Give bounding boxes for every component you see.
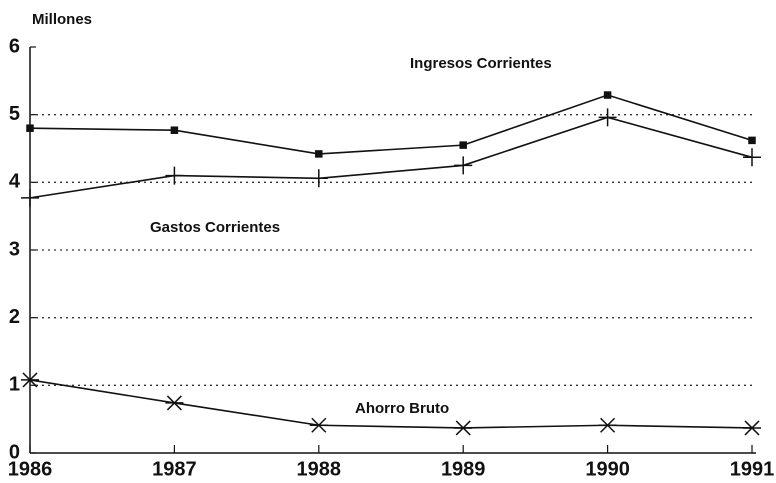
marker <box>165 395 184 411</box>
x-tick-label: 1991 <box>730 458 775 480</box>
y-tick-label: 1 <box>9 374 20 396</box>
y-tick-label: 4 <box>9 171 21 193</box>
y-axis-label: Millones <box>32 11 92 28</box>
series-label: Ingresos Corrientes <box>410 55 552 72</box>
marker <box>454 420 473 436</box>
marker <box>454 156 473 175</box>
marker <box>21 188 39 207</box>
marker <box>170 126 179 134</box>
series-line <box>29 94 753 155</box>
series-label: Gastos Corrientes <box>150 219 280 236</box>
marker <box>309 417 328 433</box>
marker <box>748 136 756 145</box>
marker <box>309 169 328 188</box>
marker <box>459 141 467 149</box>
marker <box>165 166 184 185</box>
x-tick-label: 1986 <box>8 458 53 480</box>
marker <box>743 420 761 436</box>
y-tick-label: 3 <box>9 238 20 260</box>
marker <box>603 91 612 99</box>
series-label: Ahorro Bruto <box>355 400 449 417</box>
marker <box>598 417 617 433</box>
y-tick-label: 5 <box>9 103 20 125</box>
y-tick-label: 6 <box>9 35 20 57</box>
marker <box>743 148 761 167</box>
marker <box>21 372 39 388</box>
x-tick-label: 1988 <box>297 458 342 480</box>
y-tick-label: 0 <box>9 441 20 463</box>
x-tick-label: 1990 <box>585 458 630 480</box>
series-line <box>29 379 753 429</box>
marker <box>26 124 34 132</box>
marker <box>315 150 323 158</box>
y-tick-label: 2 <box>9 306 20 328</box>
x-tick-label: 1989 <box>441 458 486 480</box>
series-line <box>29 116 753 199</box>
marker <box>598 108 617 127</box>
x-tick-label: 1987 <box>152 458 197 480</box>
